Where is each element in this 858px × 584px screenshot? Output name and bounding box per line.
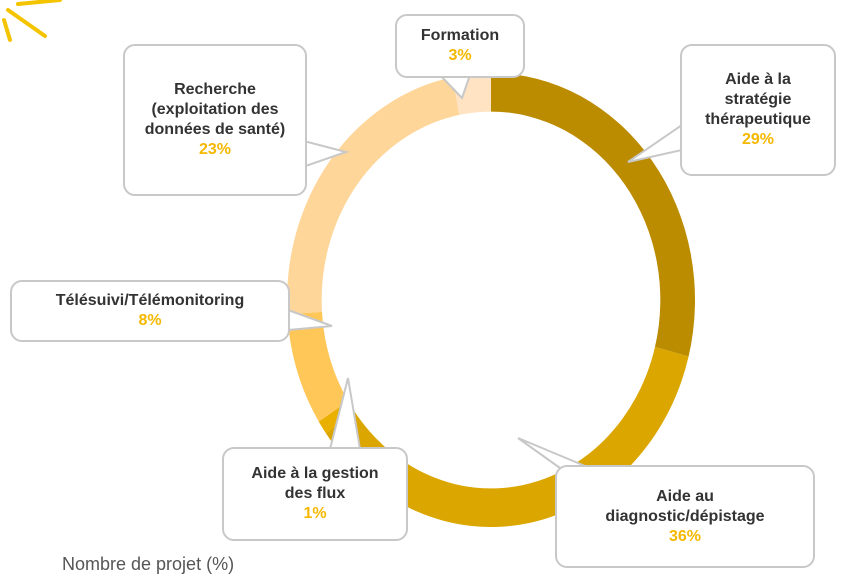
callout: Recherche (exploitation des données de s… — [123, 44, 307, 196]
label: Télésuivi/Télémonitoring — [55, 292, 245, 309]
donut-slice — [287, 77, 460, 315]
value-label: 1% — [303, 505, 327, 522]
callout: Aide à la stratégie thérapeutique 29% — [680, 44, 836, 176]
donut-slice — [491, 73, 695, 357]
label: Aide au diagnostic/dépistage — [605, 487, 765, 525]
label: Recherche (exploitation des données de s… — [144, 81, 286, 138]
callout: Aide à la gestion des flux 1% — [222, 447, 408, 541]
caption: Nombre de projet (%) — [62, 554, 235, 574]
value-label: 29% — [741, 131, 775, 148]
value-label: 8% — [138, 312, 162, 329]
label: Aide à la stratégie thérapeutique — [705, 71, 811, 128]
value-label: 23% — [198, 141, 232, 158]
label: Formation — [420, 27, 500, 44]
callout: Aide au diagnostic/dépistage 36% — [555, 465, 815, 568]
label: Aide à la gestion des flux — [251, 465, 379, 502]
value-label: 3% — [448, 47, 472, 64]
sun-icon — [2, 0, 62, 42]
callout: Télésuivi/Télémonitoring 8% — [10, 280, 290, 342]
value-label: 36% — [668, 527, 702, 545]
callout: Formation 3% — [395, 14, 525, 78]
donut-slice — [287, 311, 349, 422]
